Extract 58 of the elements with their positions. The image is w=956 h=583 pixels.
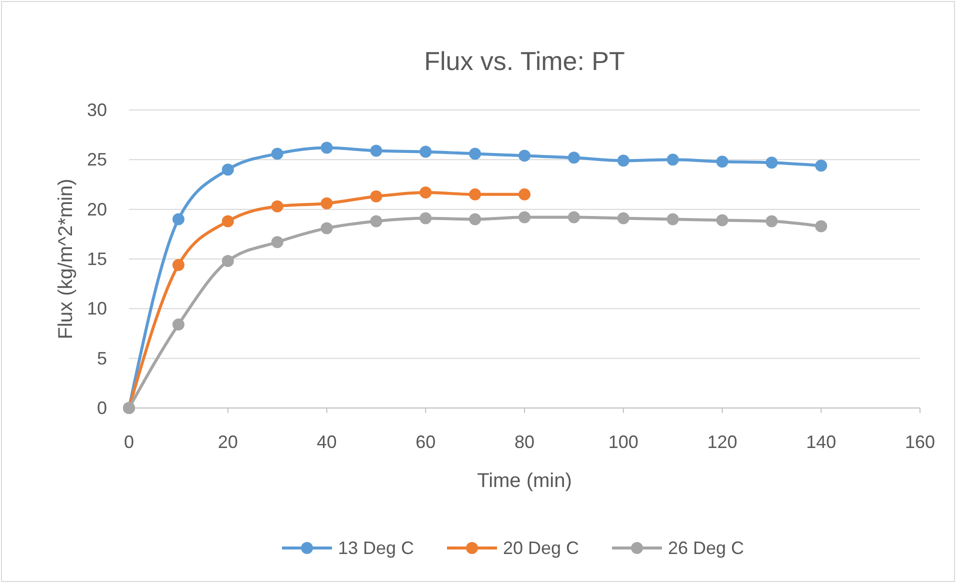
point	[568, 152, 580, 164]
point	[617, 154, 630, 167]
legend-label: 26 Deg C	[668, 538, 744, 558]
legend-label: 20 Deg C	[503, 538, 580, 558]
y-tick-label: 30	[86, 100, 107, 120]
point	[320, 197, 333, 210]
point	[370, 215, 382, 228]
point	[420, 212, 432, 224]
chart-title: Flux vs. Time: PT	[424, 46, 626, 76]
point	[172, 258, 184, 271]
point	[222, 254, 234, 267]
point	[469, 188, 482, 200]
point	[271, 148, 284, 160]
point	[420, 146, 432, 158]
point	[271, 200, 284, 212]
point	[271, 236, 284, 248]
y-tick-label: 10	[86, 298, 107, 319]
point	[568, 211, 580, 224]
point	[666, 213, 679, 226]
x-tick-label: 160	[904, 432, 936, 452]
x-axis-title: Time (min)	[477, 470, 572, 492]
y-tick-label: 0	[96, 398, 107, 418]
point	[370, 144, 382, 157]
point	[172, 213, 184, 226]
point	[815, 160, 828, 172]
point	[320, 222, 333, 234]
point	[518, 188, 530, 200]
point	[420, 186, 432, 198]
x-tick-label: 120	[707, 432, 738, 452]
x-tick-label: 140	[806, 432, 836, 452]
point	[469, 213, 482, 226]
y-axis-title: Flux (kg/m^2*min)	[55, 178, 77, 340]
point	[617, 212, 630, 224]
x-tick-label: 100	[608, 432, 638, 452]
point	[172, 318, 184, 331]
x-tick-label: 20	[218, 432, 238, 452]
point	[222, 164, 234, 176]
point	[518, 211, 530, 224]
point	[766, 215, 778, 228]
point	[766, 156, 778, 169]
point	[469, 148, 482, 160]
point	[666, 154, 679, 166]
x-tick-label: 40	[316, 432, 337, 452]
point	[716, 156, 728, 168]
point	[716, 214, 728, 226]
x-tick-label: 0	[124, 432, 134, 452]
y-tick-label: 15	[86, 249, 107, 269]
point	[320, 142, 333, 154]
x-tick-label: 60	[416, 432, 436, 452]
y-tick-label: 5	[96, 348, 107, 368]
legend-label: 13 Deg C	[338, 538, 414, 558]
point	[815, 220, 828, 232]
x-tick-label: 80	[514, 432, 535, 452]
point	[518, 150, 530, 162]
y-tick-label: 20	[86, 199, 107, 220]
point	[370, 190, 382, 202]
point	[222, 215, 234, 228]
y-tick-label: 25	[86, 150, 107, 170]
